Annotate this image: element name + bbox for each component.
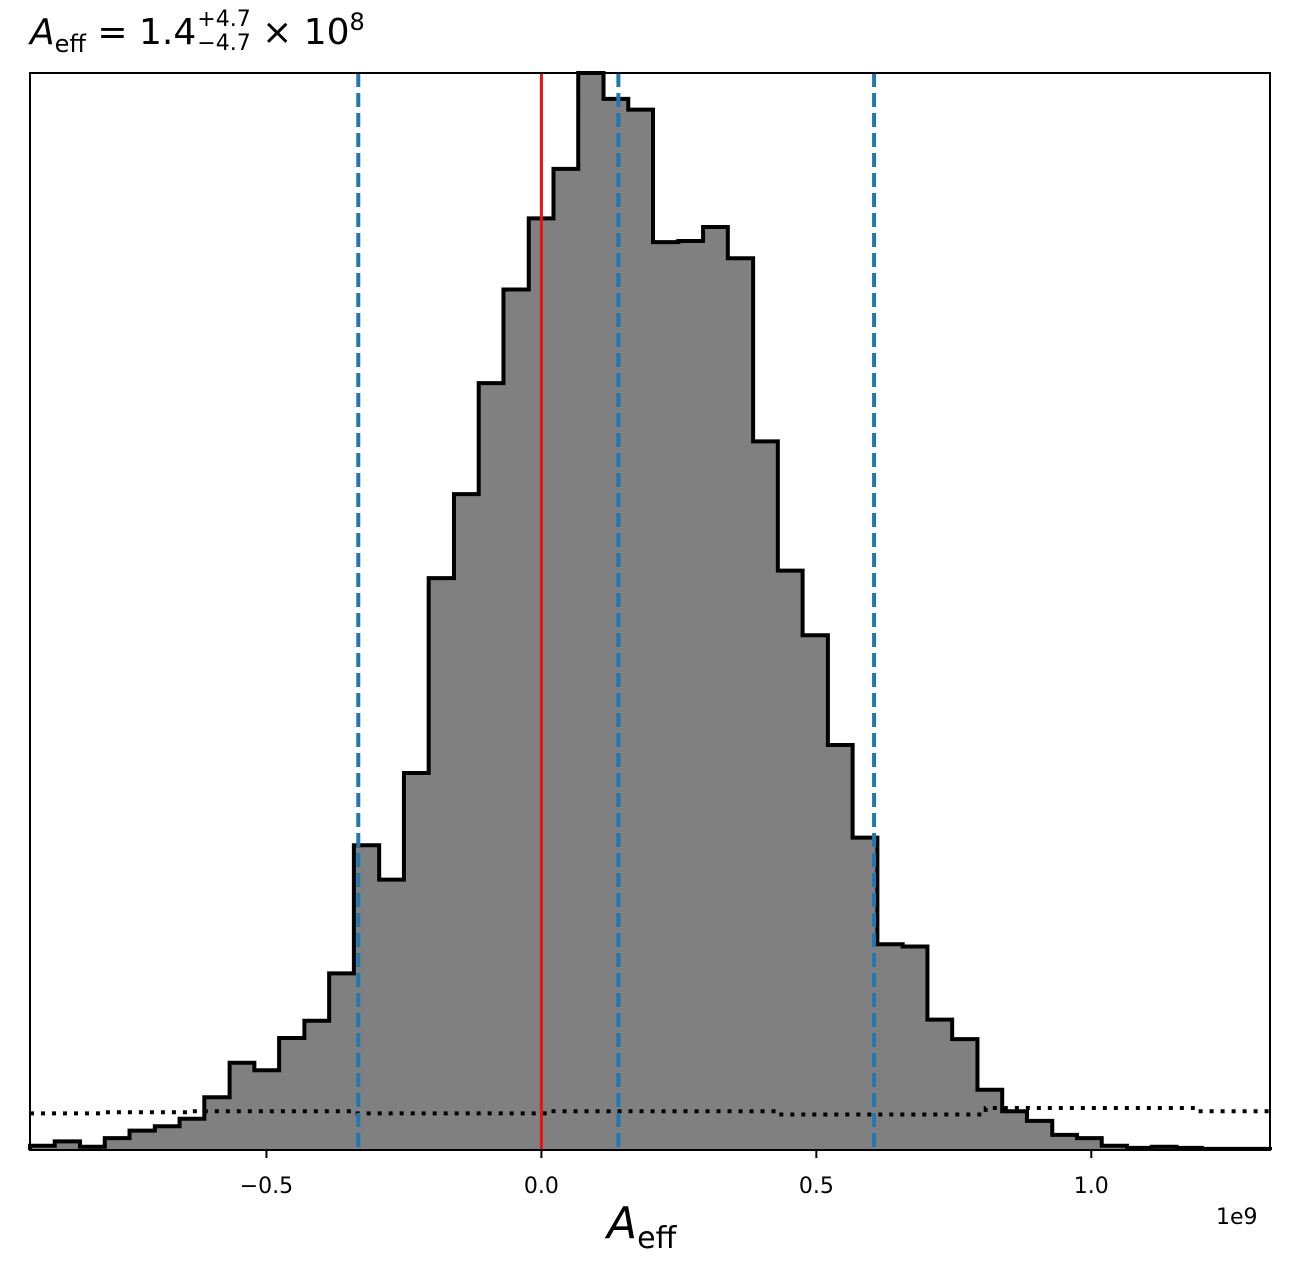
- histogram-bar: [204, 1097, 231, 1150]
- histogram-bar: [877, 944, 904, 1150]
- histogram-bar: [678, 241, 704, 1151]
- histogram-bar: [777, 570, 804, 1150]
- histogram-bar: [827, 745, 854, 1150]
- title-upper-error: +4.7: [197, 7, 251, 32]
- histogram-bar: [1002, 1111, 1028, 1150]
- histogram-bar: [1026, 1120, 1053, 1150]
- title-symbol: A: [30, 12, 55, 53]
- histogram-bar: [179, 1118, 205, 1150]
- histogram-bar: [653, 242, 679, 1151]
- plot-frame: [29, 72, 1271, 1151]
- x-tick-label: −0.5: [240, 1174, 293, 1199]
- histogram-bar: [977, 1089, 1003, 1150]
- histogram-bar: [254, 1070, 280, 1150]
- histogram-bar: [902, 946, 928, 1150]
- reference-lines: [356, 73, 877, 1150]
- histogram-bar: [30, 1145, 56, 1150]
- histogram-bar: [279, 1037, 305, 1150]
- x-axis-label: Aeff: [607, 1198, 676, 1256]
- x-axis-label-symbol: A: [607, 1198, 638, 1249]
- histogram-bar: [329, 973, 355, 1150]
- histogram-outline: [28, 71, 1272, 1151]
- histogram-bars: [28, 71, 1272, 1151]
- histogram-bar: [304, 1020, 330, 1150]
- histogram-bar: [129, 1130, 156, 1150]
- histogram-bar: [379, 879, 405, 1150]
- x-axis-label-sub: eff: [637, 1221, 677, 1256]
- chart-title: Aeff = 1.4 +4.7 −4.7 × 108: [30, 8, 365, 59]
- histogram-bar: [727, 258, 754, 1150]
- histogram-bar: [1101, 1145, 1128, 1150]
- histogram-bar: [578, 73, 605, 1150]
- histogram-bar: [229, 1062, 255, 1150]
- histogram-bar: [753, 441, 779, 1151]
- title-value: = 1.4: [85, 12, 197, 53]
- histogram-bar: [603, 98, 629, 1150]
- histogram-bar: [802, 635, 829, 1150]
- histogram-bar: [54, 1141, 81, 1150]
- histogram-bar: [453, 494, 480, 1150]
- x-tick-label: 0.5: [799, 1174, 834, 1199]
- histogram-bar: [403, 773, 430, 1150]
- x-tick-label: 1.0: [1074, 1174, 1109, 1199]
- title-symbol-sub: eff: [54, 30, 86, 58]
- histogram-bar: [503, 289, 530, 1150]
- x-tick-label: 0.0: [524, 1174, 559, 1199]
- histogram-bar: [478, 383, 504, 1150]
- histogram-bar: [628, 109, 654, 1150]
- title-error-scripts: +4.7 −4.7: [197, 8, 250, 56]
- histogram-bar: [1076, 1138, 1103, 1150]
- histogram-bar: [1052, 1134, 1078, 1150]
- title-exponent: 8: [349, 8, 365, 36]
- title-times: × 10: [250, 12, 350, 53]
- histogram-bar: [154, 1126, 181, 1150]
- x-axis-ticks: −0.5 0.0 0.5 1.0: [240, 1150, 1109, 1199]
- histogram-bar: [927, 1019, 953, 1150]
- prior-step-line: [30, 1106, 1270, 1117]
- x-axis-offset-label: 1e9: [1216, 1205, 1258, 1230]
- histogram-bar: [104, 1138, 131, 1150]
- prior-curve: [30, 1106, 1270, 1117]
- histogram-bar: [952, 1039, 978, 1150]
- histogram-bar: [428, 578, 455, 1150]
- histogram-bar: [703, 227, 729, 1151]
- histogram-bar: [553, 168, 579, 1150]
- title-lower-error: −4.7: [197, 31, 251, 56]
